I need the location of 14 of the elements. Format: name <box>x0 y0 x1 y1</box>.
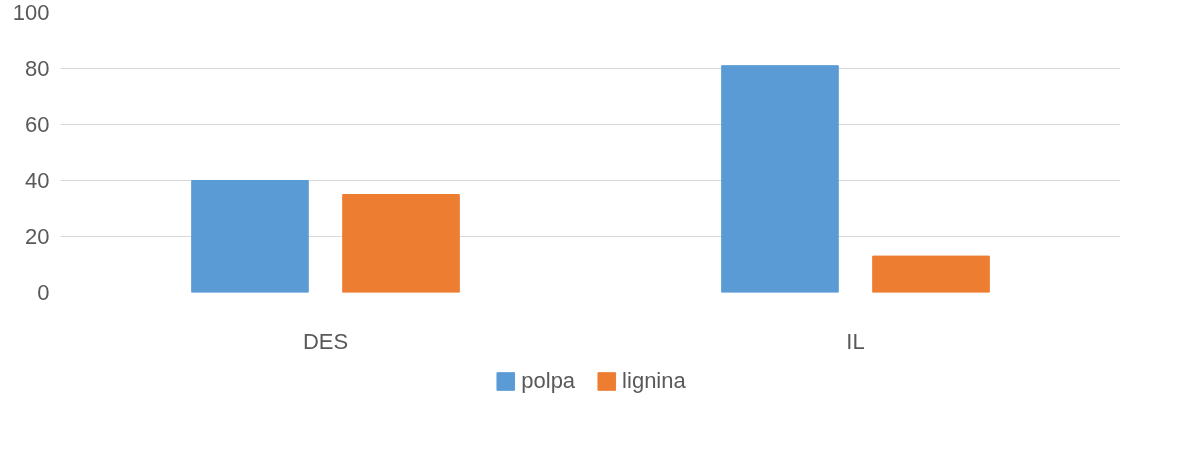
y-tick-label: 0 <box>37 280 50 305</box>
bar <box>721 65 839 293</box>
y-tick-label: 60 <box>25 112 50 137</box>
y-tick-label: 100 <box>12 0 50 25</box>
legend-label: polpa <box>521 368 576 394</box>
bar <box>342 194 460 293</box>
x-tick-label: DES <box>302 328 349 354</box>
y-tick-label: 80 <box>25 56 50 81</box>
y-tick-label: 40 <box>25 168 50 193</box>
y-tick-label: 20 <box>25 224 50 249</box>
bar <box>872 255 990 293</box>
bar <box>191 180 309 293</box>
legend-label: lignina <box>622 368 686 394</box>
x-tick-label: IL <box>846 328 865 354</box>
